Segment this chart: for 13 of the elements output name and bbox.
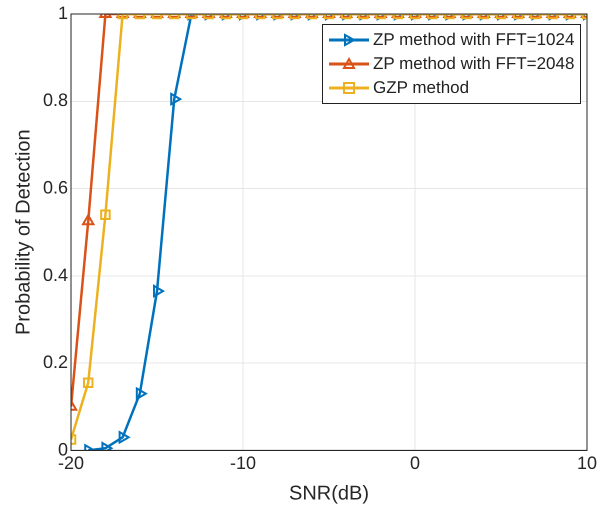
y-tick-label: 0.2 <box>42 352 68 372</box>
x-tick-label: 0 <box>410 453 420 474</box>
legend-label: GZP method <box>373 78 470 98</box>
y-tick-label: 0.6 <box>42 178 68 198</box>
x-axis-title: SNR(dB) <box>289 482 370 505</box>
x-tick-label: -10 <box>230 453 256 474</box>
y-tick-label: 0.4 <box>42 264 68 285</box>
x-tick-label: 10 <box>576 453 598 474</box>
y-axis-title: Probability of Detection <box>12 129 35 336</box>
y-tick-label: 0.8 <box>42 90 68 110</box>
legend-label: ZP method with FFT=2048 <box>373 54 574 74</box>
legend-label: ZP method with FFT=1024 <box>373 30 574 50</box>
y-tick-label: 1 <box>58 2 68 23</box>
